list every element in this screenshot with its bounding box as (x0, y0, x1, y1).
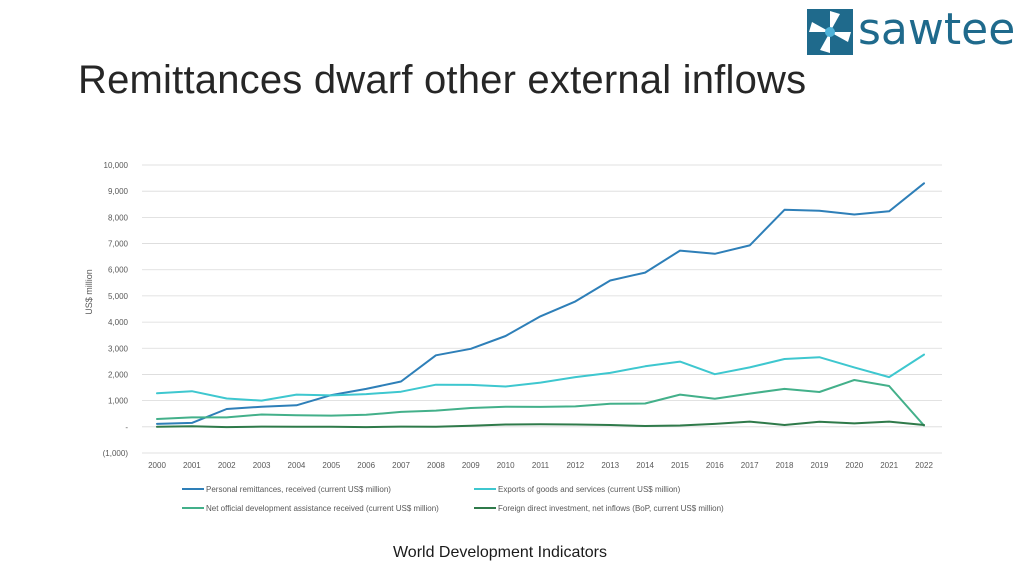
y-axis-title: US$ million (84, 269, 94, 315)
x-tick-label: 2004 (288, 461, 306, 470)
x-tick-label: 2002 (218, 461, 236, 470)
slide-title: Remittances dwarf other external inflows (78, 58, 807, 102)
x-tick-label: 2017 (741, 461, 759, 470)
x-tick-label: 2012 (566, 461, 584, 470)
y-tick-label: 4,000 (108, 318, 129, 327)
series-line-remittances (156, 182, 925, 425)
x-tick-label: 2000 (148, 461, 166, 470)
legend-label: Net official development assistance rece… (206, 504, 439, 513)
y-tick-label: 8,000 (108, 213, 129, 222)
x-tick-label: 2019 (811, 461, 829, 470)
y-tick-label: 3,000 (108, 344, 129, 353)
y-tick-label: 6,000 (108, 266, 129, 275)
x-tick-label: 2013 (601, 461, 619, 470)
x-tick-label: 2010 (497, 461, 515, 470)
series-line-fdi (156, 420, 925, 429)
x-tick-label: 2006 (357, 461, 375, 470)
y-tick-label: - (125, 423, 128, 432)
legend-label: Personal remittances, received (current … (206, 485, 391, 494)
x-tick-label: 2005 (322, 461, 340, 470)
x-tick-label: 2020 (845, 461, 863, 470)
x-tick-label: 2011 (532, 461, 550, 470)
legend-label: Foreign direct investment, net inflows (… (498, 504, 724, 513)
x-tick-label: 2007 (392, 461, 410, 470)
y-tick-label: (1,000) (103, 449, 129, 458)
sawtee-logo: sawtee (806, 4, 1016, 62)
y-tick-label: 10,000 (104, 161, 129, 170)
x-tick-label: 2009 (462, 461, 480, 470)
x-tick-label: 2016 (706, 461, 724, 470)
logo-emblem-icon (807, 9, 853, 55)
x-tick-label: 2018 (776, 461, 794, 470)
y-tick-label: 1,000 (108, 397, 129, 406)
series-line-exports (156, 353, 925, 402)
x-axis-tick-labels: 2000 2001 2002 2003 2004 2005 2006 2007 2008 2009… (148, 461, 933, 470)
logo-wordmark: sawtee (858, 4, 1016, 55)
x-tick-label: 2014 (636, 461, 654, 470)
legend-label: Exports of goods and services (current U… (498, 485, 681, 494)
chart-gridlines (142, 164, 942, 454)
y-tick-label: 5,000 (108, 292, 129, 301)
source-caption: World Development Indicators (392, 544, 608, 561)
chart-legend: Personal remittances, received (current … (182, 485, 724, 513)
x-tick-label: 2015 (671, 461, 689, 470)
series-line-oda (156, 379, 925, 427)
x-tick-label: 2022 (915, 461, 933, 470)
y-tick-label: 2,000 (108, 370, 129, 379)
y-axis-tick-labels: 10,000 9,000 8,000 7,000 6,000 5,000 4,000 3,00… (103, 161, 129, 458)
x-tick-label: 2021 (880, 461, 898, 470)
chart-series (156, 182, 925, 429)
y-tick-label: 9,000 (108, 187, 129, 196)
x-tick-label: 2003 (253, 461, 271, 470)
x-tick-label: 2001 (183, 461, 201, 470)
x-tick-label: 2008 (427, 461, 445, 470)
y-tick-label: 7,000 (108, 240, 129, 249)
